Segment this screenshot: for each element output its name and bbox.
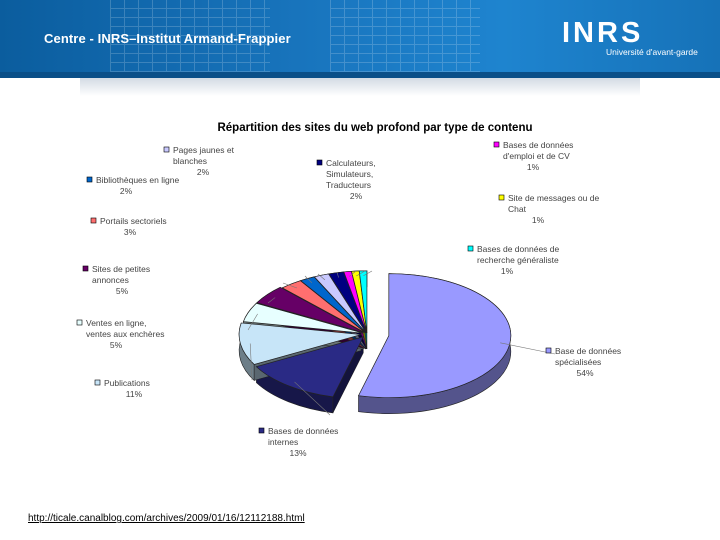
pie-slice	[255, 336, 364, 398]
slice-label-name: Chat	[508, 204, 527, 214]
slice-label-name: Calculateurs,	[326, 158, 376, 168]
slice-label-name: spécialisées	[555, 357, 601, 367]
slice-label-value: 11%	[126, 389, 143, 399]
leader-line	[317, 273, 326, 281]
slice-label-value: 3%	[124, 227, 137, 237]
leader-line	[348, 270, 357, 277]
leader-line	[249, 343, 253, 381]
legend-swatch	[493, 141, 500, 148]
leader-line	[356, 270, 366, 277]
banner-texture	[110, 0, 270, 72]
slice-label-name: annonces	[92, 275, 129, 285]
banner-texture	[330, 0, 480, 72]
legend-swatch	[467, 245, 474, 252]
org-title: Centre - INRS–Institut Armand-Frappier	[44, 31, 291, 46]
legend-swatch	[90, 217, 97, 224]
slice-label-name: Bases de données de	[477, 244, 560, 254]
leader-line	[294, 381, 331, 416]
slice-label-value: 13%	[289, 448, 306, 458]
slice-label-value: 2%	[350, 191, 363, 201]
slice-label-name: Simulateurs,	[326, 169, 373, 179]
slice-label-name: recherche généraliste	[477, 255, 559, 265]
slice-label-name: Base de données	[555, 346, 621, 356]
slice-label-name: Site de messages ou de	[508, 193, 599, 203]
inrs-logo: INRS	[562, 17, 644, 49]
slice-label-name: Portails sectoriels	[100, 216, 167, 226]
slice-label-name: Bibliothèques en ligne	[96, 175, 179, 185]
leader-lines	[247, 270, 556, 416]
inrs-logo-tagline: Université d'avant-garde	[606, 47, 698, 57]
leader-line	[304, 275, 313, 284]
pie-slices	[238, 270, 512, 398]
leader-line	[336, 271, 339, 278]
slice-label-value: 2%	[120, 186, 133, 196]
pie-slice	[242, 302, 364, 334]
slice-label-name: Ventes en ligne,	[86, 318, 147, 328]
pie-slice	[358, 270, 368, 333]
slice-label-name: Pages jaunes et	[173, 145, 235, 155]
source-link[interactable]: http://ticale.canalblog.com/archives/200…	[28, 513, 305, 524]
leader-line	[282, 282, 298, 289]
slice-label-value: 2%	[197, 167, 210, 177]
legend-swatch	[163, 146, 170, 153]
legend-swatch	[76, 319, 83, 326]
slice-label-name: Bases de données	[268, 426, 338, 436]
slice-label-name: blanches	[173, 156, 207, 166]
legend-swatch	[545, 347, 552, 354]
slice-label-name: Publications	[104, 378, 150, 388]
leader-line	[363, 270, 373, 277]
slice-label-name: d'emploi et de CV	[503, 151, 570, 161]
legend-swatch	[82, 265, 89, 272]
header-banner: Centre - INRS–Institut Armand-Frappier I…	[0, 0, 720, 78]
legend-swatch	[498, 194, 505, 201]
slice-label-value: 1%	[527, 162, 540, 172]
slice-label-value: 5%	[110, 340, 123, 350]
slice-label-value: 5%	[116, 286, 129, 296]
slice-label-value: 1%	[532, 215, 545, 225]
slice-label-name: ventes aux enchères	[86, 329, 164, 339]
pie-slice	[357, 273, 512, 398]
leader-line	[247, 313, 258, 331]
legend-swatch	[86, 176, 93, 183]
legend-swatch	[258, 427, 265, 434]
banner-strip	[0, 72, 720, 78]
slice-label-name: internes	[268, 437, 298, 447]
chart-title: Répartition des sites du web profond par…	[217, 122, 532, 134]
slice-label-name: Sites de petites	[92, 264, 150, 274]
slice-label-value: 1%	[501, 266, 514, 276]
pie-slice	[238, 322, 362, 365]
slice-label-value: 54%	[576, 368, 593, 378]
legend-swatch	[316, 159, 323, 166]
pie-slice	[256, 286, 365, 333]
slice-label-name: Bases de données	[503, 140, 573, 150]
leader-line	[267, 297, 276, 304]
legend-swatch	[94, 379, 101, 386]
slice-label-name: Traducteurs	[326, 180, 371, 190]
header-shadow	[80, 78, 640, 96]
